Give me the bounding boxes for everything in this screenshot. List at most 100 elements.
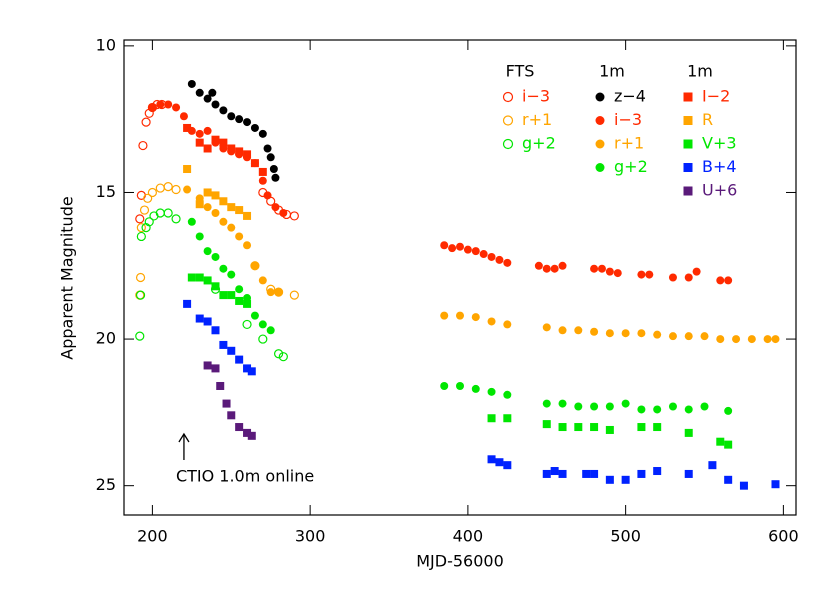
data-point [195,129,204,138]
data-point [138,140,148,151]
data-point [590,327,599,336]
legend-header: FTS [506,62,535,81]
data-point [208,88,217,97]
legend-marker [502,115,514,126]
data-point [211,326,220,335]
data-point [271,203,280,212]
y-tick-label: 25 [96,475,116,494]
data-point [258,334,268,344]
data-point [135,290,146,300]
data-point [613,269,622,278]
data-point [653,467,662,476]
data-point [448,244,457,253]
y-axis-label: Apparent Magnitude [58,196,77,359]
legend-marker [502,138,514,150]
data-point [203,126,212,135]
data-point [183,165,192,174]
data-point [211,135,220,144]
data-point [227,270,236,279]
data-point [242,319,252,330]
data-point [495,255,504,264]
data-point [235,296,244,305]
data-point [534,261,543,270]
data-point [487,252,496,261]
data-point [243,241,252,250]
data-point [653,423,662,432]
data-point [258,129,267,138]
data-point [274,288,283,297]
data-point [542,264,551,273]
data-point [724,440,733,449]
legend-label: V+3 [702,134,737,153]
data-point [763,335,772,344]
data-point [243,211,252,220]
data-point [574,326,583,335]
data-point [219,340,228,349]
data-point [258,276,267,285]
data-point [637,423,646,432]
data-point [716,437,725,446]
data-point [235,232,244,241]
data-point [219,106,228,115]
data-point [156,100,165,109]
data-point [542,399,551,408]
legend-label: g+2 [614,157,648,176]
data-point [684,405,693,414]
data-point [590,423,599,432]
data-point [637,270,646,279]
legend-header: 1m [599,62,625,81]
data-point [550,467,559,476]
data-point [227,112,236,121]
legend-label: r+1 [522,110,552,129]
data-point [203,276,212,285]
data-point [503,258,512,267]
data-point [487,387,496,396]
data-point [235,206,244,215]
data-point [266,153,275,162]
data-point [203,203,212,212]
data-point [179,112,188,121]
data-point [456,381,464,390]
data-point [211,282,220,291]
data-point [278,352,288,362]
data-point [211,252,220,261]
data-point [582,469,591,478]
data-point [289,211,299,221]
data-point [164,100,173,109]
data-point [195,232,204,241]
data-point [195,138,204,147]
data-point [700,402,709,411]
x-tick-label: 200 [137,527,168,546]
data-point [574,402,583,411]
data-point [219,291,228,300]
data-point [258,320,267,329]
legend-label: I−2 [702,87,730,106]
data-point [148,103,157,112]
legend-marker [595,163,605,172]
y-tick-label: 20 [96,329,116,348]
data-point [258,176,267,185]
data-point [605,425,614,434]
data-point [266,288,275,297]
data-point [203,317,212,326]
data-point [171,214,181,224]
annotation: CTIO 1.0m online [176,467,314,486]
data-point [195,273,204,282]
data-point [668,332,677,341]
data-point [136,231,146,242]
data-point [243,118,252,127]
data-point [605,267,614,276]
data-point [273,349,284,359]
data-point [558,261,567,270]
data-point [279,208,288,217]
data-point [637,405,646,414]
data-point [621,399,630,408]
data-point [243,150,252,159]
data-point [219,197,228,206]
data-point [172,103,181,112]
y-tick-label: 10 [96,35,116,54]
data-point [503,390,512,399]
data-point [235,285,244,294]
data-point [684,469,693,478]
data-point [487,455,496,464]
